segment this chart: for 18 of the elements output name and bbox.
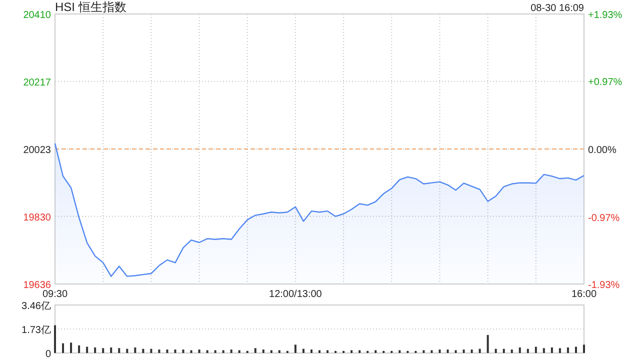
ytick: 19830 — [23, 212, 51, 224]
y2tick: +1.93% — [588, 10, 622, 21]
ytick: 20410 — [23, 10, 51, 21]
title: HSI 恒生指数 — [55, 0, 126, 14]
y2tick: +0.97% — [588, 77, 622, 88]
ytick: 19636 — [23, 280, 51, 291]
annotation: 08-30 16:09 — [530, 3, 584, 14]
ytick: 0 — [45, 349, 51, 360]
ytick: 1.73亿 — [22, 325, 51, 336]
y2tick: -1.93% — [588, 280, 620, 291]
ytick: 20023 — [23, 145, 51, 156]
ytick: 20217 — [23, 77, 51, 88]
xtick: 12:00/13:00 — [269, 289, 322, 300]
ytick: 3.46亿 — [22, 301, 51, 312]
xtick: 16:00 — [571, 289, 597, 300]
xtick: 09:30 — [42, 289, 68, 300]
y2tick: -0.97% — [588, 212, 620, 224]
y2tick: 0.00% — [588, 145, 616, 156]
